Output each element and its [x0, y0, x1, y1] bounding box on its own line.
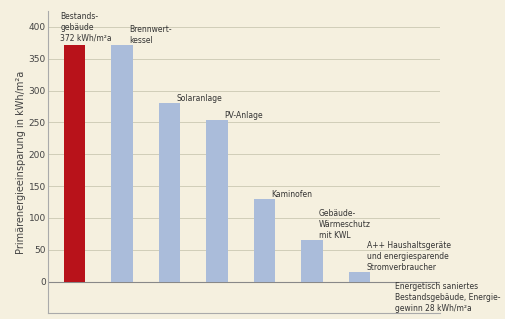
Text: Kaminofen: Kaminofen: [271, 190, 312, 199]
Text: Brennwert-
kessel: Brennwert- kessel: [129, 25, 172, 45]
Bar: [300, 240, 322, 282]
Bar: [64, 45, 85, 282]
Bar: [111, 45, 132, 282]
Text: Bestands-
gebäude
372 kWh/m²a: Bestands- gebäude 372 kWh/m²a: [60, 11, 112, 43]
Text: PV-Anlage: PV-Anlage: [224, 111, 262, 121]
Bar: [206, 121, 227, 282]
Text: A++ Haushaltsgeräte
und energiesparende
Stromverbraucher: A++ Haushaltsgeräte und energiesparende …: [366, 241, 449, 272]
Y-axis label: Primärenergieeinsparung in kWh/m²a: Primärenergieeinsparung in kWh/m²a: [16, 70, 26, 254]
Text: Solaranlage: Solaranlage: [176, 94, 222, 103]
Bar: [254, 199, 275, 282]
Text: Gebäude-
Wärmeschutz
mit KWL: Gebäude- Wärmeschutz mit KWL: [319, 209, 370, 240]
Text: Energetisch saniertes
Bestandsgebäude, Energie-
gewinn 28 kWh/m²a: Energetisch saniertes Bestandsgebäude, E…: [394, 282, 499, 314]
Bar: [159, 103, 180, 282]
Bar: [348, 272, 369, 282]
